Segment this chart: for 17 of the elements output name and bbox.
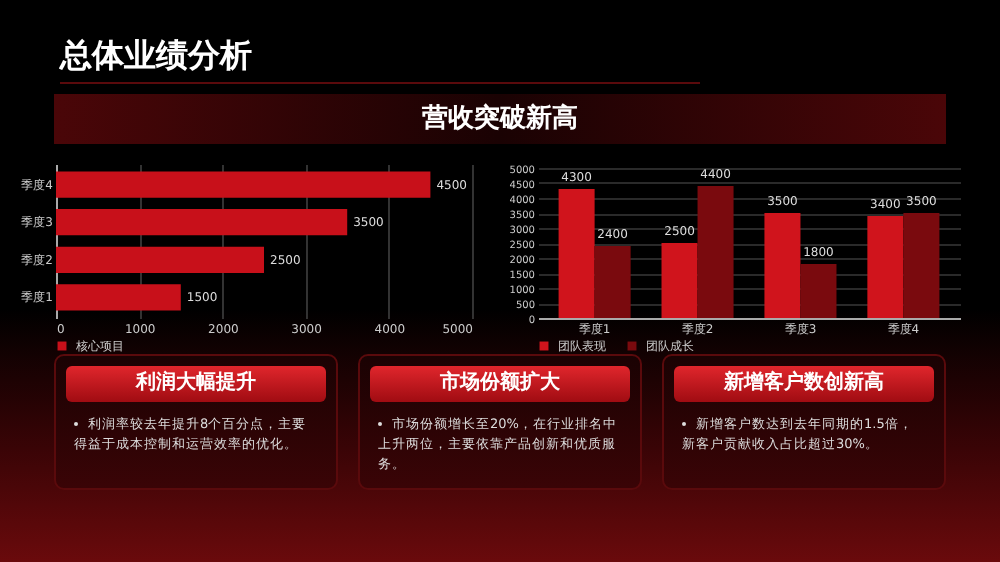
bar <box>800 264 837 318</box>
bar <box>558 189 595 318</box>
bar <box>594 246 631 318</box>
bar <box>867 216 904 318</box>
bar <box>697 186 734 318</box>
text: 市场份额扩大 <box>370 366 630 402</box>
bar <box>56 246 264 273</box>
text: 总体业绩分析 <box>60 36 700 84</box>
text: 新增客户数创新高 <box>674 366 934 402</box>
bar <box>764 213 801 318</box>
text: 利润大幅提升 <box>66 366 326 402</box>
bar <box>56 171 431 198</box>
bar <box>903 213 940 318</box>
bar <box>56 284 181 311</box>
text: 营收突破新高 <box>54 94 946 144</box>
bar <box>661 243 698 318</box>
bar <box>56 209 348 236</box>
